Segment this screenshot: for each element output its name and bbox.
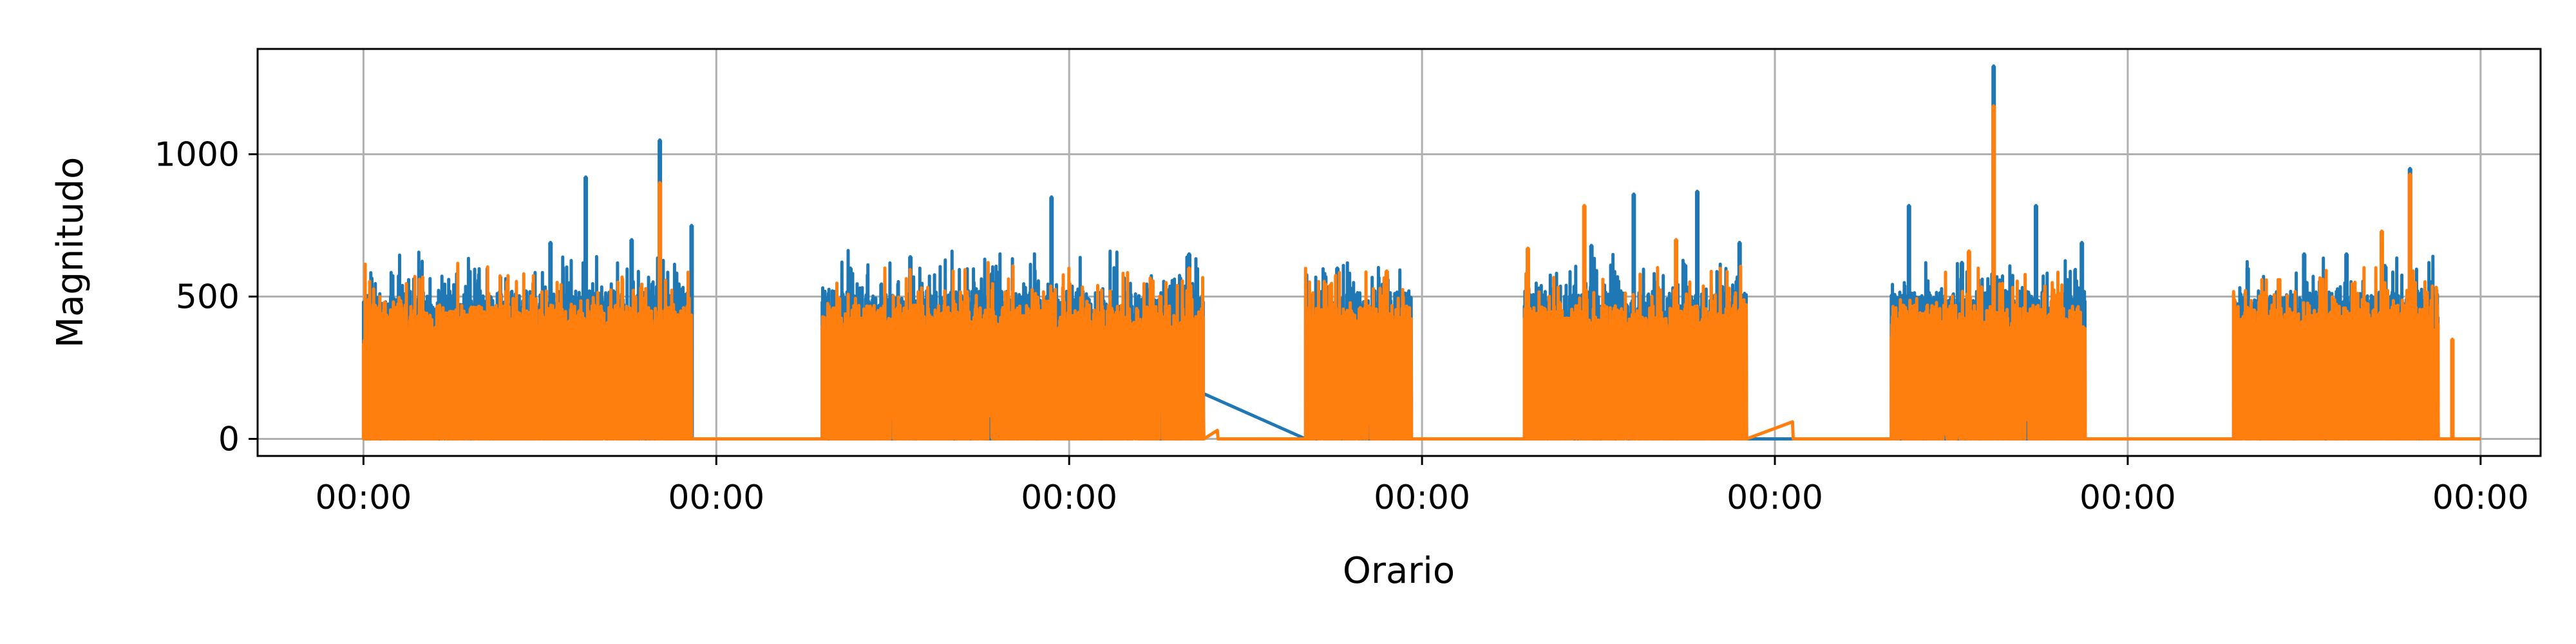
x-tick-label: 00:00 (315, 478, 412, 517)
x-tick-label: 00:00 (2079, 478, 2176, 517)
x-tick-label: 00:00 (2432, 478, 2529, 517)
y-tick-label: 1000 (155, 136, 240, 175)
series-line-2 (361, 104, 2481, 440)
plot-frame (256, 48, 2542, 457)
x-tick-label: 00:00 (1021, 478, 1117, 517)
x-tick-label: 00:00 (668, 478, 764, 517)
x-tick-label: 00:00 (1374, 478, 1470, 517)
y-tick-label: 500 (176, 278, 240, 317)
x-tick-label: 00:00 (1727, 478, 1823, 517)
y-tick-label: 0 (218, 420, 240, 459)
y-axis-label: Magnitudo (50, 157, 91, 348)
series-layer (361, 64, 2481, 440)
tick-layer: 00:00 00:00 00:00 00:00 00:00 00:00 00:00 0 500 1… (155, 136, 2529, 517)
x-axis-label: Orario (1343, 550, 1455, 592)
